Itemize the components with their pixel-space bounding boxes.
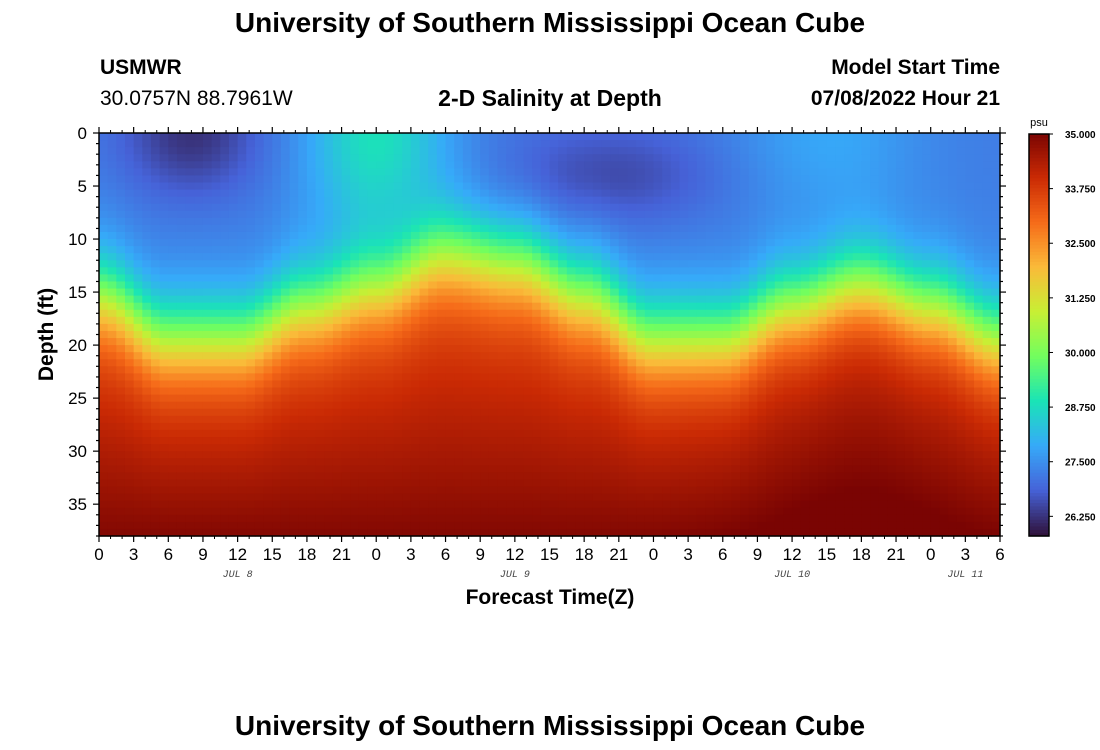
page-title: University of Southern Mississippi Ocean… xyxy=(234,7,866,38)
x-tick-label: 6 xyxy=(995,545,1004,564)
x-tick-label: 0 xyxy=(371,545,380,564)
y-tick-label: 10 xyxy=(68,230,87,249)
date-label: JUL 9 xyxy=(500,570,530,581)
x-tick-label: 21 xyxy=(887,545,906,564)
x-tick-label: 6 xyxy=(441,545,450,564)
x-tick-label: 18 xyxy=(575,545,594,564)
y-tick-label: 15 xyxy=(68,283,87,302)
x-tick-label: 0 xyxy=(94,545,103,564)
x-axis-title: Forecast Time(Z) xyxy=(466,586,635,609)
date-label: JUL 11 xyxy=(947,570,983,581)
colorbar-tick-label: 27.500 xyxy=(1065,458,1096,469)
colorbar-tick-label: 31.250 xyxy=(1065,294,1096,305)
colorbar-tick-label: 28.750 xyxy=(1065,403,1096,414)
y-tick-label: 30 xyxy=(68,442,87,461)
y-axis-title: Depth (ft) xyxy=(35,288,58,381)
y-tick-label: 25 xyxy=(68,389,87,408)
x-tick-label: 12 xyxy=(505,545,524,564)
station-id: USMWR xyxy=(100,56,182,79)
x-tick-label: 21 xyxy=(332,545,351,564)
colorbar-frame xyxy=(1028,133,1050,537)
colorbar-tick-label: 35.000 xyxy=(1065,130,1096,141)
colorbar-tick-label: 30.000 xyxy=(1065,348,1096,359)
y-tick-label: 35 xyxy=(68,495,87,514)
x-tick-label: 21 xyxy=(609,545,628,564)
footer-title: University of Southern Mississippi Ocean… xyxy=(234,710,866,741)
date-label: JUL 8 xyxy=(223,570,253,581)
station-coordinates: 30.0757N 88.7961W xyxy=(100,87,293,110)
colorbar-unit: psu xyxy=(1030,117,1048,129)
x-tick-label: 18 xyxy=(297,545,316,564)
x-tick-label: 0 xyxy=(926,545,935,564)
x-tick-label: 3 xyxy=(129,545,138,564)
x-tick-label: 0 xyxy=(649,545,658,564)
heatmap-field xyxy=(99,133,1001,537)
x-tick-label: 6 xyxy=(164,545,173,564)
colorbar-gradient xyxy=(1029,134,1049,537)
plot-title: 2-D Salinity at Depth xyxy=(438,85,662,111)
x-tick-label: 9 xyxy=(198,545,207,564)
colorbar-tick-label: 32.500 xyxy=(1065,239,1096,250)
y-tick-label: 5 xyxy=(78,177,87,196)
model-start-value: 07/08/2022 Hour 21 xyxy=(810,87,1000,110)
x-tick-label: 12 xyxy=(783,545,802,564)
x-tick-label: 15 xyxy=(817,545,836,564)
y-tick-label: 0 xyxy=(78,124,87,143)
x-tick-label: 9 xyxy=(753,545,762,564)
x-tick-label: 12 xyxy=(228,545,247,564)
x-tick-label: 15 xyxy=(263,545,282,564)
date-label: JUL 10 xyxy=(774,570,810,581)
x-tick-label: 3 xyxy=(683,545,692,564)
x-tick-label: 3 xyxy=(961,545,970,564)
x-tick-label: 9 xyxy=(475,545,484,564)
x-tick-label: 15 xyxy=(540,545,559,564)
x-tick-label: 3 xyxy=(406,545,415,564)
model-start-label: Model Start Time xyxy=(831,56,1000,79)
y-tick-label: 20 xyxy=(68,336,87,355)
colorbar-tick-label: 26.250 xyxy=(1065,512,1096,523)
x-tick-label: 6 xyxy=(718,545,727,564)
colorbar-tick-label: 33.750 xyxy=(1065,185,1096,196)
x-tick-label: 18 xyxy=(852,545,871,564)
